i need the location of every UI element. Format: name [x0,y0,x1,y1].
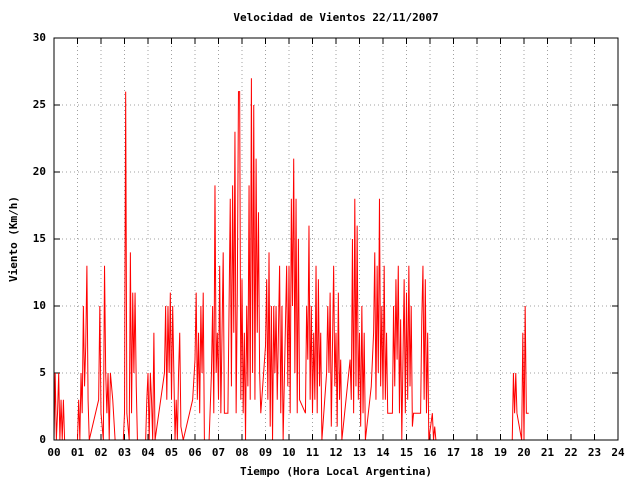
x-tick-label: 18 [470,446,483,459]
y-tick-label: 25 [33,98,46,111]
y-tick-label: 20 [33,165,46,178]
data-line [53,78,529,441]
x-tick-label: 20 [517,446,530,459]
chart-title: Velocidad de Vientos 22/11/2007 [233,11,438,24]
x-tick-label: 14 [376,446,390,459]
x-tick-label: 07 [212,446,225,459]
x-tick-label: 19 [494,446,507,459]
x-tick-label: 05 [165,446,178,459]
y-tick-label: 0 [39,433,46,446]
x-tick-label: 03 [118,446,131,459]
x-tick-label: 24 [611,446,625,459]
x-tick-label: 17 [447,446,460,459]
x-tick-label: 21 [541,446,555,459]
x-tick-label: 01 [71,446,85,459]
x-tick-label: 09 [259,446,272,459]
x-tick-label: 00 [47,446,60,459]
x-tick-label: 04 [141,446,155,459]
plot [53,78,529,441]
y-tick-label: 30 [33,31,46,44]
x-tick-label: 12 [329,446,342,459]
x-tick-label: 08 [235,446,248,459]
y-axis-label: Viento (Km/h) [7,196,20,282]
x-tick-label: 16 [423,446,437,459]
x-tick-label: 02 [94,446,107,459]
plot-border [53,37,619,441]
y-tick-label: 15 [33,232,46,245]
x-tick-label: 11 [306,446,320,459]
x-tick-label: 13 [353,446,366,459]
x-axis-label: Tiempo (Hora Local Argentina) [240,465,432,478]
x-tick-label: 23 [588,446,601,459]
x-tick-label: 15 [400,446,413,459]
x-tick-label: 22 [564,446,577,459]
y-tick-label: 10 [33,299,46,312]
x-tick-label: 06 [188,446,202,459]
x-tick-label: 10 [282,446,295,459]
y-tick-label: 5 [39,366,46,379]
